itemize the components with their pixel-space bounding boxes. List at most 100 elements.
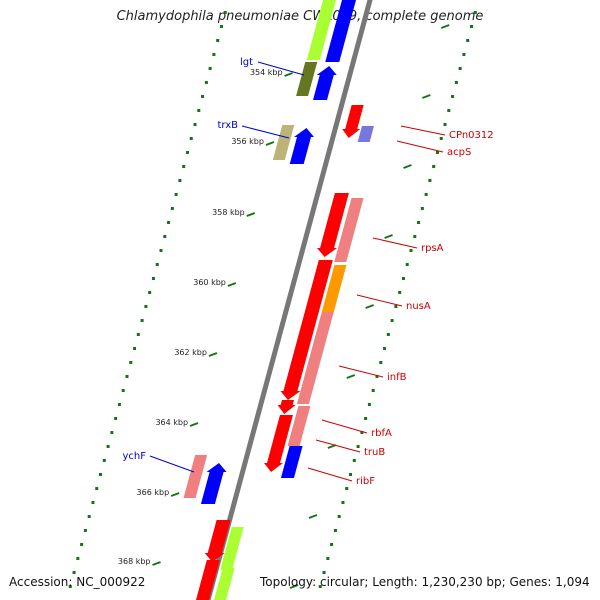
gene-label-ribf: ribF	[356, 476, 375, 487]
gene-block-lime	[306, 0, 336, 60]
dot-left	[106, 445, 110, 448]
gene-block-red	[204, 520, 231, 562]
leader-line-ychf	[149, 455, 195, 473]
dot-right	[352, 459, 356, 462]
gene-block-red	[280, 308, 320, 400]
tick-mark	[189, 422, 199, 427]
gene-block-blue	[200, 463, 227, 504]
tick-marks: 354 kbp 356 kbp 358 kbp 360 kbp 362 kbp 364 k…	[118, 24, 450, 589]
tick-mark-right	[421, 94, 431, 99]
tick-mark	[246, 212, 256, 217]
dot-left	[114, 417, 118, 420]
genome-backbone	[205, 0, 373, 600]
tick-label: 368 kbp	[118, 557, 151, 566]
tick-mark	[227, 282, 237, 287]
dot-left	[102, 459, 106, 462]
tick-mark	[208, 352, 218, 357]
dot-right	[451, 95, 455, 98]
gene-label-ychf: ychF	[122, 451, 146, 462]
gene-block-orange	[321, 265, 347, 312]
gene-block-lime	[220, 527, 244, 570]
dot-right	[318, 585, 322, 588]
dot-right	[420, 207, 424, 210]
gene-block-khaki	[272, 125, 295, 160]
gene-label-nusa: nusA	[406, 301, 431, 312]
dot-right	[326, 557, 330, 560]
dot-right	[466, 39, 470, 42]
dot-right	[337, 515, 341, 518]
dot-right	[364, 417, 368, 420]
gene-block-pink	[287, 420, 307, 446]
dot-left	[117, 403, 121, 406]
dot-right	[383, 347, 387, 350]
dot-right	[398, 291, 402, 294]
dot-right	[409, 249, 413, 252]
dot-left	[170, 207, 174, 210]
leader-line-acps	[396, 140, 444, 153]
dot-right	[386, 333, 390, 336]
gene-label-acps: acpS	[447, 147, 471, 158]
gene-labels: lgt trxB ychF CPn0312 acpS rpsA nusA infB rbfA tr…	[122, 57, 493, 487]
accession-text: Accession: NC_000922	[9, 575, 146, 589]
dot-right	[322, 571, 326, 574]
gene-block-blue	[289, 128, 315, 164]
dot-left	[83, 529, 87, 532]
gene-block-pink	[183, 455, 208, 498]
dot-left	[76, 557, 80, 560]
dot-right	[454, 81, 458, 84]
map-title: Chlamydophila pneumoniae CWL029, complet…	[116, 9, 484, 24]
dot-left	[68, 585, 72, 588]
tick-mark-right	[384, 234, 393, 239]
dot-right	[349, 473, 353, 476]
dot-left	[136, 333, 140, 336]
dot-left	[144, 305, 148, 308]
dot-left	[151, 277, 155, 280]
dot-right	[405, 263, 409, 266]
tick-mark-right	[289, 584, 299, 589]
dot-left	[80, 543, 84, 546]
dot-right	[428, 179, 432, 182]
gene-block-blue	[325, 0, 356, 62]
tick-label: 360 kbp	[193, 278, 226, 287]
gene-label-trxb: trxB	[217, 120, 238, 131]
gene-block-red	[273, 415, 293, 440]
dot-right	[333, 529, 337, 532]
dot-left	[148, 291, 152, 294]
leader-line-ribf	[307, 467, 353, 482]
dot-left	[87, 515, 91, 518]
tick-label: 364 kbp	[155, 418, 188, 427]
tick-label: 356 kbp	[231, 137, 264, 146]
gene-block-purple	[357, 126, 374, 142]
dot-left	[208, 67, 212, 70]
dot-left	[182, 165, 186, 168]
dot-left	[99, 473, 103, 476]
gene-block-red	[263, 440, 287, 472]
dot-right	[330, 543, 334, 546]
dot-right	[390, 319, 394, 322]
dot-left	[125, 375, 129, 378]
dot-left	[155, 263, 159, 266]
gene-block-lime	[214, 568, 235, 600]
dot-left	[72, 571, 76, 574]
tick-label: 366 kbp	[137, 488, 170, 497]
dot-right	[375, 375, 379, 378]
gene-label-trub: truB	[364, 447, 385, 458]
dot-left	[159, 249, 163, 252]
dot-right	[371, 389, 375, 392]
tick-mark	[284, 72, 293, 77]
dot-right	[462, 53, 466, 56]
dot-left	[219, 25, 223, 28]
tick-label: 354 kbp	[250, 68, 283, 77]
dot-left	[189, 137, 193, 140]
dot-right	[401, 277, 405, 280]
dot-left	[201, 95, 205, 98]
dot-left	[163, 235, 167, 238]
genome-summary-text: Topology: circular; Length: 1,230,230 bp…	[260, 575, 590, 589]
dot-right	[443, 123, 447, 126]
gene-block-pink	[296, 312, 334, 404]
dot-right	[356, 445, 360, 448]
backbone-line	[205, 0, 373, 600]
dot-right	[424, 193, 428, 196]
leader-line-trub	[315, 439, 361, 453]
dot-left	[185, 151, 189, 154]
